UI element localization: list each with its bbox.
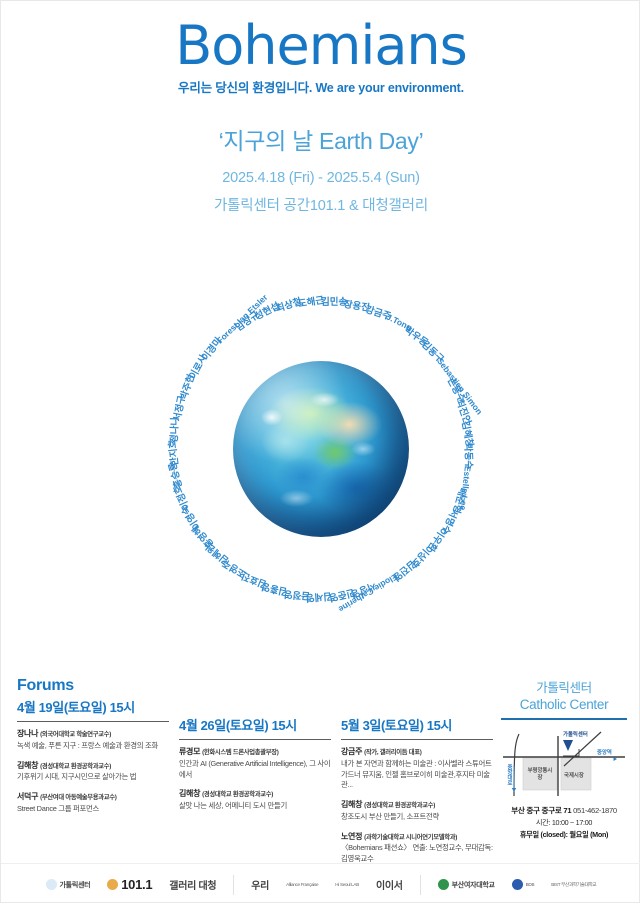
venue-name-en: Catholic Center (519, 697, 609, 712)
forum-talk-description: 살맛 나는 세상, 어메니티 도시 만들기 (179, 801, 288, 811)
venue-divider (501, 718, 627, 720)
forum-entry: 류경모 (한화시스템 드론사업총괄부장) 인간과 AI (Generative A… (179, 747, 331, 780)
forum-speaker-affiliation: (과학기술대학교 시니어연기모델학과) (364, 833, 458, 841)
forum-speaker-name: 장나나 (외국어대학교 학술연구교수) (17, 729, 112, 738)
logo-busan-womens-univ-label: 부산여자대학교 (451, 881, 495, 889)
artist-name: 김민송 (321, 297, 348, 308)
venue-hours: 시간: 10:00 ~ 17:00 (535, 817, 593, 827)
logo-catholic-center: 가톨릭센터 (45, 879, 91, 890)
artist-name: 한지호 (166, 439, 181, 467)
logo-catholic-center-mark-icon (45, 879, 57, 890)
forum-talk-description: 녹색 예술, 푸른 지구 : 프랑스 예술과 환경의 조화 (17, 740, 159, 750)
sponsor-logo-bar: 가톨릭센터 101.1 갤러리 대청 우리 Alliance Française Hi S… (1, 863, 640, 905)
logo-ieseo-label: 이이서 (375, 881, 403, 892)
forum-entry: 김해창 (경성대학교 환경공학과교수) 살맛 나는 세상, 어메니티 도시 만들기 (179, 789, 331, 812)
forum-talk-description: 기후위기 시대, 지구시민으로 살아가는 법 (17, 772, 137, 782)
logo-alliance-francaise-label: Alliance Française (286, 882, 319, 887)
logo-hiseoul-lab-label: Hi Seoul LAB (335, 882, 359, 887)
logo-separator (419, 874, 421, 895)
logo-bdb-mark-icon (511, 879, 523, 890)
logo-busan-womens-univ-mark-icon (437, 879, 449, 890)
forum-divider (17, 721, 169, 722)
logo-bdb-label: BDB (525, 882, 535, 887)
forum-entry: 장나나 (외국어대학교 학술연구교수) 녹색 예술, 푸른 지구 : 프랑스 예술… (17, 729, 169, 752)
logo-bist-label: BIST 부산과학기술대학교 (551, 881, 597, 887)
logo-separator (233, 874, 235, 895)
map-block-left-label: 부평깡통시장 (527, 767, 553, 781)
logo-1011-label: 101.1 (121, 877, 153, 892)
forum-speaker-affiliation: (경성대학교 환경공학과교수) (202, 791, 274, 799)
venue-map: 가톨릭센터 중앙역 중앙대로 부평깡통시장 국제시장 (501, 726, 627, 800)
event-dates: 2025.4.18 (Fri) - 2025.5.4 (Sun) (222, 170, 420, 186)
venue-closed-days: 휴무일 (closed): 월요일 (Mon) (519, 829, 609, 839)
forum-talk-description: 창조도시 부산 만들기, 소프트전략 (341, 811, 440, 821)
logo-bdb: BDB (511, 879, 535, 890)
map-road-label: 중앙대로 (506, 763, 512, 786)
logo-woori: 우리 (251, 877, 269, 892)
forum-speaker-affiliation: (부산여대 아동예술무용과교수) (40, 794, 117, 802)
earth-globe-image (233, 361, 409, 537)
forum-entry: 노연정 (과학기술대학교 시니어연기모델학과) 〈Bohemians 패션쇼〉 연… (341, 832, 493, 865)
forum-speaker-name: 김해창 (경성대학교 환경공학과교수) (17, 760, 112, 770)
forums-heading: Forums (17, 677, 74, 694)
brand-tagline: 우리는 당신의 환경입니다. We are your environment. (178, 81, 464, 95)
logo-bist: BIST 부산과학기술대학교 (551, 881, 597, 888)
forum-entry: 서덕구 (부산여대 아동예술무용과교수) Street Dance 그룹 퍼포먼스 (17, 792, 169, 815)
forum-talk-description: Street Dance 그룹 퍼포먼스 (17, 803, 100, 813)
venue-tel: 051-462-1870 (573, 805, 617, 815)
logo-woori-label: 우리 (251, 881, 270, 892)
forum-speaker-name: 김해창 (경성대학교 환경공학과교수) (179, 789, 274, 799)
forum-speaker-affiliation: (한화시스템 드론사업총괄부장) (202, 749, 279, 756)
event-place: 가톨릭센터 공간101.1 & 대청갤러리 (214, 198, 428, 214)
logo-catholic-center-label: 가톨릭센터 (59, 881, 91, 889)
venue-map-svg (503, 731, 625, 796)
venue-address: 부산 중구 중구로 71 (511, 805, 572, 815)
forum-speaker-affiliation: (외국어대학교 학술연구교수) (40, 731, 112, 738)
logo-ieseo: 이이서 (376, 877, 403, 892)
artist-ring-section: 김민송 장용진 강금주 J.Tong 박우동 김동구 Sebastien Simon 손용수 최… (1, 229, 640, 669)
forum-speaker-name: 김해창 (경성대학교 환경공학과교수) (341, 800, 436, 809)
forum-speaker-affiliation: (경성대학교 환경공학과교수) (364, 802, 436, 809)
forum-speaker-name: 강금주 (작가, 갤러리이듬 대표) (341, 747, 422, 756)
map-block-right-label: 국제시장 (564, 772, 584, 779)
forum-speaker-name: 노연정 (과학기술대학교 시니어연기모델학과) (341, 831, 458, 841)
forum-talk-description: 인간과 AI (Generative Artificial Intelligen… (179, 758, 331, 779)
brand-title: Bohemians (175, 14, 468, 77)
event-title: ‘지구의 날 Earth Day’ (218, 128, 424, 154)
forum-speaker-name: 류경모 (한화시스템 드론사업총괄부장) (179, 747, 279, 756)
forum-date: 5월 3일(토요일) 15시 (341, 718, 452, 733)
map-marker-label: 가톨릭센터 (563, 731, 588, 738)
forum-date: 4월 26일(토요일) 15시 (179, 718, 297, 733)
logo-daecheong: 갤러리 대청 (169, 877, 216, 892)
forum-speaker-affiliation: (경성대학교 환경공학과교수) (40, 762, 112, 770)
forum-speaker-name: 서덕구 (부산여대 아동예술무용과교수) (17, 792, 117, 802)
forum-speaker-affiliation: (작가, 갤러리이듬 대표) (364, 749, 422, 756)
forum-divider (179, 739, 331, 740)
logo-daecheong-label: 갤러리 대청 (169, 881, 217, 892)
map-station-label: 중앙역 (597, 749, 612, 756)
forum-divider (341, 739, 493, 740)
forum-entry: 김해창 (경성대학교 환경공학과교수) 기후위기 시대, 지구시민으로 살아가는 … (17, 761, 169, 784)
venue-address-line: 부산 중구 중구로 71 051-462-1870 (501, 805, 627, 816)
forum-talk-description: 내가 본 자연과 함께하는 미술관 : 이사벨라 스튜어트 가드너 뮤지움, 인… (341, 758, 492, 790)
forum-entry: 강금주 (작가, 갤러리이듬 대표) 내가 본 자연과 함께하는 미술관 : 이사… (341, 747, 493, 791)
logo-1011-mark-icon (107, 879, 119, 890)
logo-busan-womens-univ: 부산여자대학교 (437, 879, 495, 890)
forum-talk-description: 〈Bohemians 패션쇼〉 연출: 노연정교수, 무대감독: 김영욱교수 (341, 843, 493, 864)
artist-name-ring: 김민송 장용진 강금주 J.Tong 박우동 김동구 Sebastien Simon 손용수 최… (1, 229, 640, 669)
venue-section: 가톨릭센터 Catholic Center 가톨릭센터 중앙역 중앙대로 부평깡… (501, 677, 627, 840)
venue-name-ko: 가톨릭센터 (536, 681, 592, 695)
forum-entry: 김해창 (경성대학교 환경공학과교수) 창조도시 부산 만들기, 소프트전략 (341, 800, 493, 823)
poster-header: Bohemians 우리는 당신의 환경입니다. We are your env… (1, 19, 640, 215)
logo-hiseoul-lab: Hi Seoul LAB (335, 882, 359, 887)
logo-alliance-francaise: Alliance Française (286, 882, 318, 887)
forum-date: 4월 19일(토요일) 15시 (17, 700, 135, 715)
logo-1011: 101.1 (107, 877, 153, 892)
